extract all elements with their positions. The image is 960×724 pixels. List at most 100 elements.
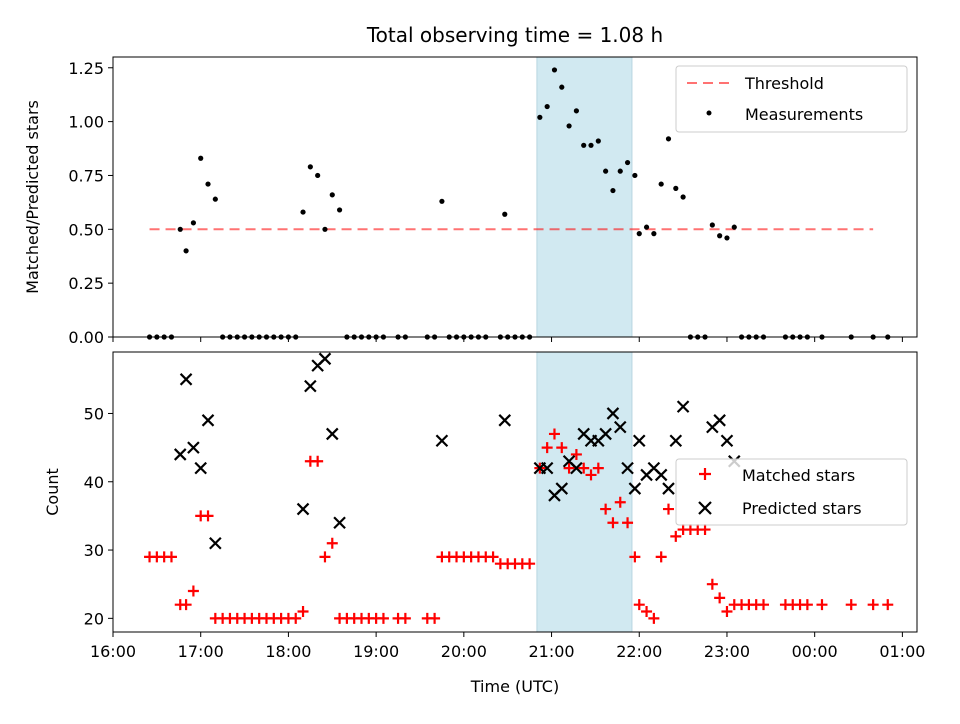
predicted-star-point <box>676 400 690 413</box>
measurement-point <box>680 194 686 200</box>
matched-star-point <box>607 517 619 529</box>
predicted-star-point <box>318 352 332 366</box>
measurement-point <box>658 181 664 187</box>
measurement-point <box>439 198 445 204</box>
matched-star-point <box>326 537 338 549</box>
matched-star-point <box>570 448 582 460</box>
matched-star-point <box>312 455 324 467</box>
matched-star-point <box>882 599 894 611</box>
predicted-star-point <box>621 461 634 475</box>
plot-frame-top <box>112 56 918 338</box>
measurement-point <box>190 220 196 226</box>
matched-star-point <box>801 599 813 611</box>
panel-counts: 20 30 40 50 16:00 17:00 18:00 19:00 20:00 21:00 2… <box>43 351 925 696</box>
legend-bottom: Matched stars Predicted stars <box>675 458 908 526</box>
matched-star-point <box>706 578 718 590</box>
bottom-ytick-label: 20 <box>84 609 104 628</box>
top-ytick-label: 0.75 <box>68 166 104 185</box>
predicted-star-point <box>179 373 193 386</box>
matched-star-point <box>578 462 590 474</box>
measurement-point <box>307 164 313 170</box>
xtick-label: 22:00 <box>616 642 662 661</box>
predicted-star-point <box>173 448 187 461</box>
measurement-point <box>212 196 218 202</box>
measurement-point <box>544 103 550 110</box>
predicted-star-point <box>187 441 200 454</box>
legend-label-threshold: Threshold <box>744 74 824 93</box>
measurement-point <box>724 235 730 241</box>
matched-star-point <box>548 428 560 440</box>
measurement-point <box>588 142 594 148</box>
matched-star-point <box>721 606 733 618</box>
measurement-point <box>595 138 601 144</box>
matched-star-point <box>614 496 626 508</box>
measurement-point <box>177 226 183 232</box>
xtick-label: 17:00 <box>178 642 224 661</box>
predicted-star-point <box>720 434 734 448</box>
measurement-point <box>665 136 672 142</box>
predicted-star-point <box>669 434 683 448</box>
highlight-span-top <box>536 56 633 338</box>
xtick-label: 00:00 <box>792 642 838 661</box>
measurement-point <box>559 84 565 90</box>
predicted-star-point <box>325 427 339 441</box>
measurement-point <box>717 233 723 239</box>
matched-star-point <box>699 524 711 536</box>
matched-star-point <box>629 551 641 563</box>
matched-star-point <box>524 558 536 570</box>
measurement-point <box>502 211 508 217</box>
matched-star-point <box>714 592 726 604</box>
matched-star-point <box>633 599 645 611</box>
predicted-star-point <box>654 468 668 482</box>
measurement-point <box>566 123 572 129</box>
matched-star-point <box>670 530 682 542</box>
measurement-point <box>731 224 737 230</box>
measurement-point <box>632 172 638 179</box>
matched-star-point <box>165 551 177 563</box>
matched-star-point <box>377 612 389 624</box>
matched-star-point <box>622 517 634 529</box>
matched-star-point <box>556 442 568 454</box>
xtick-label: 16:00 <box>90 642 136 661</box>
matched-star-point <box>563 462 575 474</box>
predicted-star-point <box>209 536 222 550</box>
matched-star-point <box>202 510 214 522</box>
top-ytick-label: 1.25 <box>68 59 104 78</box>
predicted-star-point <box>606 407 620 420</box>
measurement-point <box>300 209 306 215</box>
top-ytick-label: 0.50 <box>68 220 104 239</box>
matched-star-point <box>867 599 879 611</box>
panel-ratio: 0.00 0.25 0.50 0.75 1.00 1.25 Matched/Predict… <box>23 56 918 347</box>
measurement-point <box>617 168 623 174</box>
matched-star-point <box>585 469 597 481</box>
measurement-point <box>329 192 335 198</box>
measurement-point <box>198 155 204 161</box>
matched-star-point <box>487 551 499 563</box>
matched-star-point <box>180 599 192 611</box>
measurement-point <box>603 168 609 174</box>
matched-star-point <box>845 599 857 611</box>
xtick-label: 18:00 <box>265 642 311 661</box>
measurement-point <box>624 159 631 166</box>
matched-star-point <box>648 612 660 624</box>
matched-star-point <box>600 503 612 515</box>
matched-star-point <box>319 551 331 563</box>
predicted-star-point <box>555 482 569 495</box>
predicted-star-point <box>540 461 554 475</box>
predicted-star-point <box>201 414 215 427</box>
matched-star-point <box>399 612 411 624</box>
predicted-star-point <box>713 414 726 427</box>
measurement-point <box>573 108 579 114</box>
measurement-point <box>336 207 343 213</box>
matched-star-point <box>816 599 828 611</box>
measurement-point <box>581 142 587 148</box>
legend-label-matched: Matched stars <box>742 466 855 485</box>
matched-star-point <box>662 503 674 515</box>
predicted-star-point <box>296 502 310 516</box>
measurement-point <box>673 185 679 191</box>
matched-star-point <box>290 612 302 624</box>
y-axis-label-bottom: Count <box>43 468 62 516</box>
measurement-point <box>537 114 543 120</box>
xtick-label: 23:00 <box>704 642 750 661</box>
